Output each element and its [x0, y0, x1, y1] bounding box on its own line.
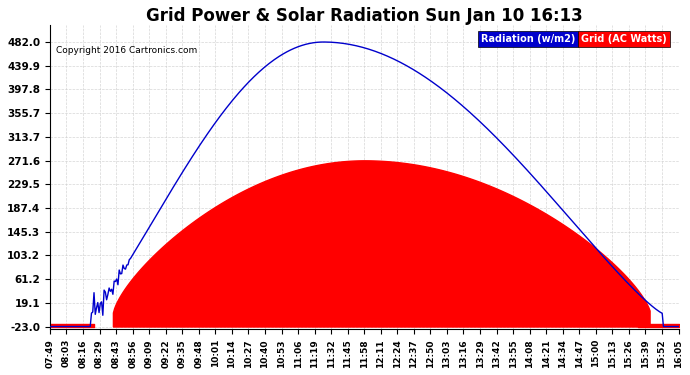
Title: Grid Power & Solar Radiation Sun Jan 10 16:13: Grid Power & Solar Radiation Sun Jan 10 …: [146, 7, 582, 25]
Text: Grid (AC Watts): Grid (AC Watts): [581, 34, 667, 44]
Text: Radiation (w/m2): Radiation (w/m2): [480, 34, 575, 44]
Text: Copyright 2016 Cartronics.com: Copyright 2016 Cartronics.com: [56, 46, 197, 56]
